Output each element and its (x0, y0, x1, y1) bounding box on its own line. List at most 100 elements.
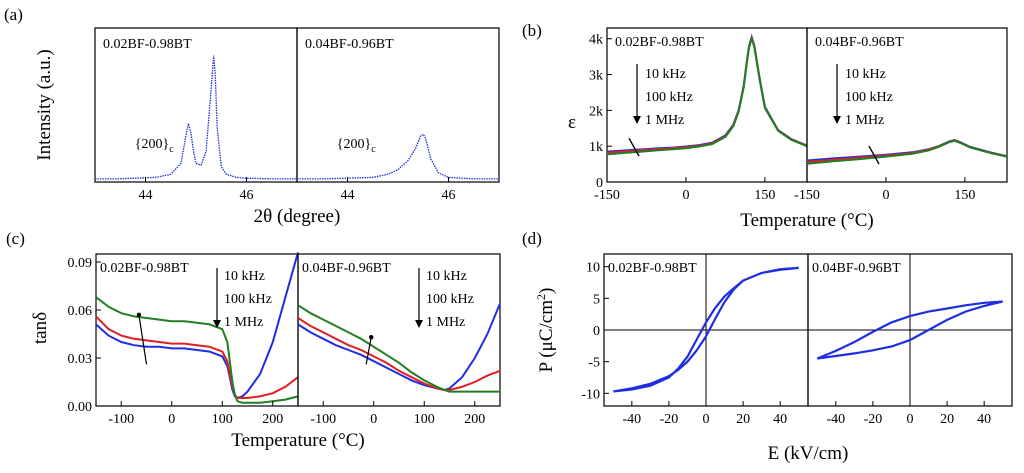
panel-a-sample-label-1: 0.04BF-0.96BT (305, 37, 394, 52)
panel-d-xtick-0-3-label: 20 (736, 412, 750, 427)
panel-d-ytick-1-label: -5 (588, 356, 600, 371)
panel-c-xlabel: Temperature (°C) (231, 430, 364, 451)
panel-c-trend-arrow-1 (365, 337, 372, 365)
panel-d-ylabel-sup: 2 (534, 294, 548, 300)
panel-a-xtick-1-46-label: 46 (442, 188, 456, 203)
panel-c-xtick-0-0-label: -100 (108, 412, 134, 427)
panel-b-freq-label-0-2: 1 MHz (645, 113, 684, 128)
panel-b-frame-1 (806, 27, 1008, 183)
panel-d-sample-label-1: 0.04BF-0.96BT (812, 261, 901, 276)
panel-c-xtick-0-1-label: 0 (168, 412, 175, 427)
panel-b-sample-label-1: 0.04BF-0.96BT (815, 35, 904, 50)
panel-a-annotation-0: {200}c (135, 137, 174, 155)
panel-b-xtick-1-1-label: 0 (882, 188, 889, 203)
panel-b-trend-arrow-1 (868, 145, 880, 165)
panel-a: (a) 0.02BF-0.98BT {200}c 44 46 0.04BF-0.96BT… (4, 5, 500, 227)
panel-b-series-1-1 (806, 139, 1008, 163)
panel-c-trend-arrowhead-1 (369, 335, 374, 340)
panel-a-xtick-0-44-label: 44 (139, 188, 153, 203)
panel-c-freq-label-0-2: 1 MHz (224, 315, 263, 330)
panel-d-ytick-4-label: 10 (586, 261, 600, 276)
panel-d-xtick-1-1-label: -20 (864, 412, 883, 427)
panel-b-freq-label-1-1: 100 kHz (845, 90, 893, 105)
panel-d-xtick-1-3-label: 20 (940, 412, 954, 427)
panel-b-xtick-1-2-label: 150 (954, 188, 975, 203)
panel-c-ytick-3-label: 0.09 (68, 256, 93, 271)
panel-c-frame-0 (95, 253, 299, 407)
panel-c: (c) 0.02BF-0.98BT 10 kHz 100 kHz 1 MHz -100 0… (6, 229, 501, 451)
panel-c-sample-label-1: 0.04BF-0.96BT (302, 261, 391, 276)
panel-c-series-0-1 (95, 315, 299, 399)
panel-d: (d) 0.02BF-0.98BT-40 -20 0 20 400.04BF-0.96B… (522, 229, 1013, 464)
panel-a-annotation-sub-1: c (371, 144, 376, 155)
panel-b-tag: (b) (522, 21, 542, 40)
panel-b-ylabel: ε (568, 112, 576, 133)
panel-a-series-0 (95, 55, 297, 180)
panel-d-xlabel: E (kV/cm) (768, 443, 849, 464)
panel-a-annotation-1: {200}c (337, 137, 376, 155)
panel-c-xtick-1-3-label: 200 (464, 412, 485, 427)
panel-d-xtick-0-2-label: 0 (703, 412, 710, 427)
panel-b-ytick-1-label: 1k (589, 140, 603, 155)
panel-b-series-0-2 (606, 34, 808, 156)
panel-c-freq-label-1-2: 1 MHz (426, 315, 465, 330)
panel-c-xtick-0-3-label: 200 (262, 412, 283, 427)
panel-b-freq-label-0-1: 100 kHz (645, 90, 693, 105)
panel-c-trend-arrowhead-0 (136, 312, 142, 317)
panel-c-freq-label-1-0: 10 kHz (426, 269, 467, 284)
panel-d-ytick-2-label: 0 (593, 324, 600, 339)
panel-a-series-1 (297, 133, 499, 180)
panel-c-tag: (c) (6, 229, 25, 248)
panel-d-xtick-1-4-label: 40 (977, 412, 991, 427)
panel-b-xtick-0-1-label: 0 (682, 188, 689, 203)
panel-a-sample-label-0: 0.02BF-0.98BT (103, 37, 192, 52)
panel-a-frame-1 (296, 27, 500, 183)
panel-c-series-1-1 (297, 317, 501, 391)
panel-c-series-1-0 (297, 303, 501, 392)
panel-d-xtick-0-1-label: -20 (660, 412, 679, 427)
panel-c-xtick-1-1-label: 0 (370, 412, 377, 427)
panel-d-loop-1 (816, 300, 1003, 360)
panel-d-xtick-0-0-label: -40 (622, 412, 641, 427)
panel-b-sample-label-0: 0.02BF-0.98BT (615, 35, 704, 50)
panel-b-freq-label-1-2: 1 MHz (845, 113, 884, 128)
panel-d-ylabel-end: ) (536, 288, 557, 294)
panel-c-sample-label-0: 0.02BF-0.98BT (100, 261, 189, 276)
panel-d-xtick-1-0-label: -40 (826, 412, 845, 427)
panel-c-trend-arrow-0 (138, 314, 148, 365)
panel-b-xtick-0-0-label: -150 (594, 188, 620, 203)
panel-d-sample-label-0: 0.02BF-0.98BT (608, 261, 697, 276)
panel-c-xtick-0-2-label: 100 (212, 412, 233, 427)
panel-c-series-0-2 (95, 296, 299, 404)
panel-c-xtick-1-2-label: 100 (414, 412, 435, 427)
panel-c-ytick-0-label: 0.00 (68, 400, 93, 415)
panel-d-ytick-0-label: -10 (581, 387, 600, 402)
panel-b-ytick-0-label: 0 (596, 176, 603, 191)
panel-c-frame-1 (297, 253, 501, 407)
panel-d-loop-0 (613, 266, 799, 393)
panel-b-ytick-3-label: 3k (589, 69, 603, 84)
panel-c-series-0-0 (95, 252, 299, 400)
panel-b-freq-label-0-0: 10 kHz (645, 67, 686, 82)
panel-d-ylabel: P (μC/cm2) (534, 288, 557, 373)
panel-c-freq-label-0-1: 100 kHz (224, 292, 272, 307)
panel-b-ytick-4-label: 4k (589, 33, 603, 48)
panel-d-xtick-1-2-label: 0 (907, 412, 914, 427)
panel-a-xtick-0-46-label: 46 (240, 188, 254, 203)
panel-b-xtick-1-0-label: -150 (794, 188, 820, 203)
panel-c-xtick-1-0-label: -100 (310, 412, 336, 427)
panel-b-xtick-0-2-label: 150 (754, 188, 775, 203)
panel-a-ylabel: Intensity (a.u.) (34, 49, 55, 160)
panel-c-ytick-2-label: 0.06 (68, 304, 93, 319)
panel-d-xtick-0-4-label: 40 (773, 412, 787, 427)
panel-b-freq-arrowhead-1 (833, 116, 841, 124)
panel-b-freq-label-1-0: 10 kHz (845, 67, 886, 82)
panel-a-xlabel: 2θ (degree) (254, 206, 341, 227)
panel-c-ytick-1-label: 0.03 (68, 352, 93, 367)
panel-b-series-1-2 (806, 139, 1008, 165)
panel-a-xtick-1-44-label: 44 (341, 188, 355, 203)
panel-c-freq-arrowhead-1 (415, 320, 423, 328)
panel-b-ytick-2-label: 2k (589, 104, 603, 119)
